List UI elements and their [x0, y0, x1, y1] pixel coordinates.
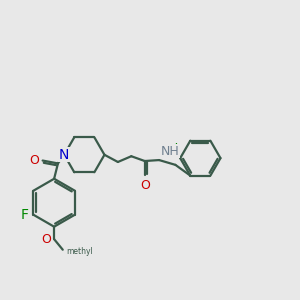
- Text: N: N: [59, 148, 69, 162]
- Text: Cl: Cl: [166, 143, 178, 156]
- Text: methyl: methyl: [66, 247, 93, 256]
- Text: O: O: [29, 154, 39, 167]
- Text: NH: NH: [160, 145, 179, 158]
- Text: F: F: [21, 208, 28, 222]
- Text: O: O: [140, 179, 150, 192]
- Text: O: O: [41, 233, 51, 246]
